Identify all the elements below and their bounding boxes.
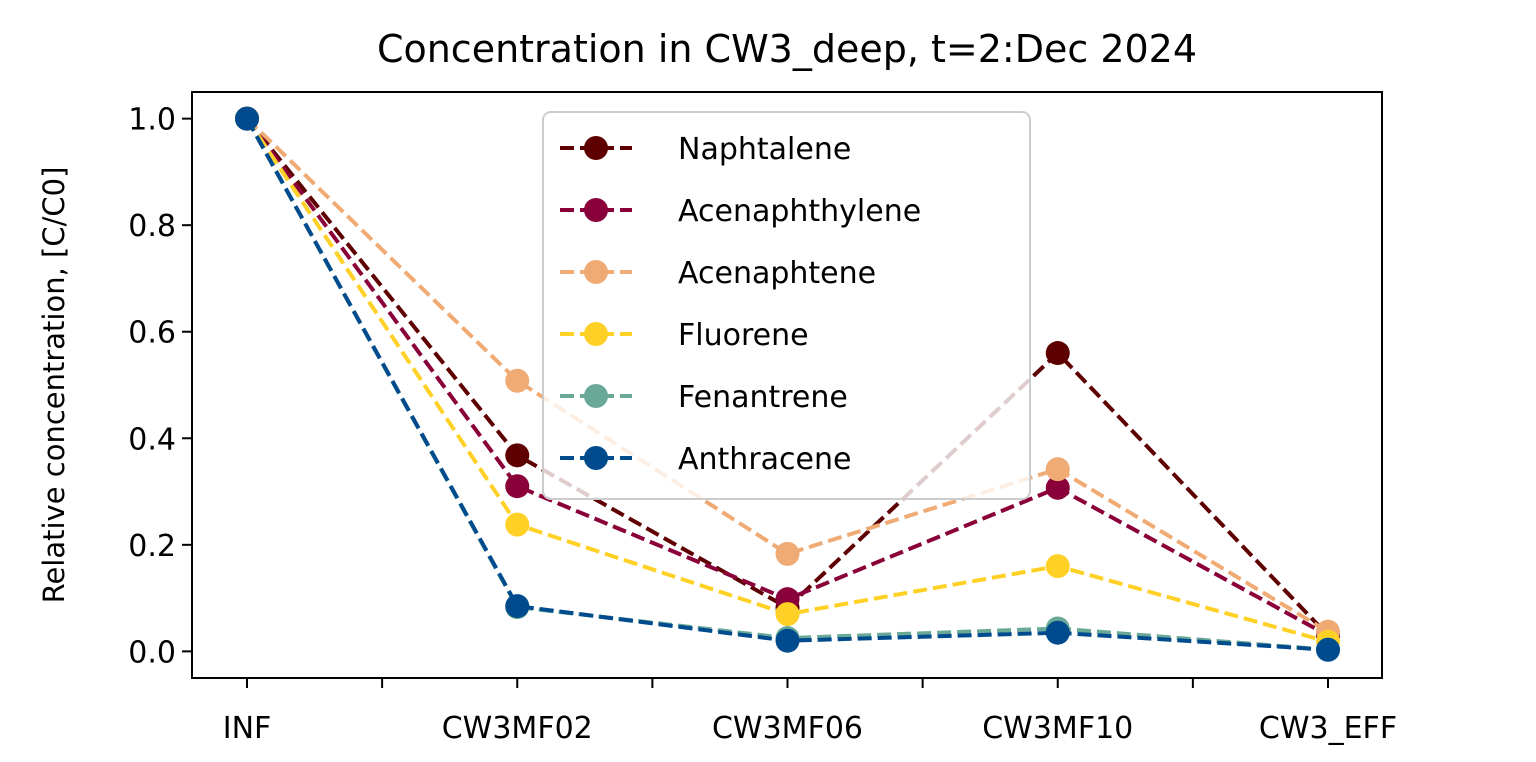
legend-label: Acenaphthylene <box>678 194 921 229</box>
x-tick-label: CW3MF10 <box>982 711 1133 746</box>
data-point <box>1045 554 1070 579</box>
chart-title: Concentration in CW3_deep, t=2:Dec 2024 <box>377 27 1197 71</box>
legend-frame <box>542 111 1031 500</box>
legend-entry: Acenaphthylene <box>560 194 921 229</box>
y-tick-label: 0.0 <box>128 635 176 670</box>
legend-entry: Acenaphtene <box>560 256 876 291</box>
data-point <box>1316 637 1340 662</box>
data-point <box>1045 341 1070 366</box>
legend-entry: Anthracene <box>560 442 851 477</box>
series-anthracene <box>235 106 1340 662</box>
legend-marker <box>584 384 608 408</box>
axes-layer: INF CW3MF02 CW3MF06 CW3MF10 CW3_EFF 0.0 0.2 0.4… <box>128 103 1397 746</box>
series-layer <box>235 106 1340 662</box>
series-line <box>245 117 1330 634</box>
legend: Naphtalene Acenaphthylene Acenaphtene Fluor… <box>542 111 1031 500</box>
legend-entry: Fenantrene <box>560 380 848 415</box>
data-point <box>1045 620 1070 645</box>
data-point <box>235 106 259 131</box>
legend-entry: Naphtalene <box>560 132 851 167</box>
legend-marker <box>584 198 608 222</box>
legend-label: Naphtalene <box>678 132 851 167</box>
legend-marker <box>584 322 608 346</box>
data-point <box>505 368 530 393</box>
legend-label: Acenaphtene <box>678 256 876 291</box>
data-point <box>505 443 530 468</box>
y-tick-label: 0.4 <box>128 422 176 457</box>
data-point <box>1045 475 1070 500</box>
legend-label: Fenantrene <box>678 380 848 415</box>
legend-marker <box>584 446 608 470</box>
y-tick-label: 0.8 <box>128 209 176 244</box>
x-tick-label: CW3MF02 <box>442 711 593 746</box>
x-tick-label: CW3_EFF <box>1259 711 1397 746</box>
x-tick-label: CW3MF06 <box>712 711 863 746</box>
y-tick-label: 0.2 <box>128 529 176 564</box>
y-tick-label: 1.0 <box>128 103 176 138</box>
data-point <box>505 594 530 619</box>
legend-label: Fluorene <box>678 318 809 353</box>
data-point <box>505 474 530 499</box>
y-tick-label: 0.6 <box>128 316 176 351</box>
legend-marker <box>584 136 608 160</box>
data-point <box>775 628 800 653</box>
data-point <box>1045 457 1070 482</box>
x-tick-label: INF <box>223 711 272 746</box>
legend-label: Anthracene <box>678 442 851 477</box>
data-point <box>505 512 530 537</box>
legend-entry: Fluorene <box>560 318 809 353</box>
legend-marker <box>584 260 608 284</box>
data-point <box>775 602 800 627</box>
data-point <box>775 541 800 566</box>
y-axis-label: Relative concentration, [C/C0] <box>37 167 71 604</box>
